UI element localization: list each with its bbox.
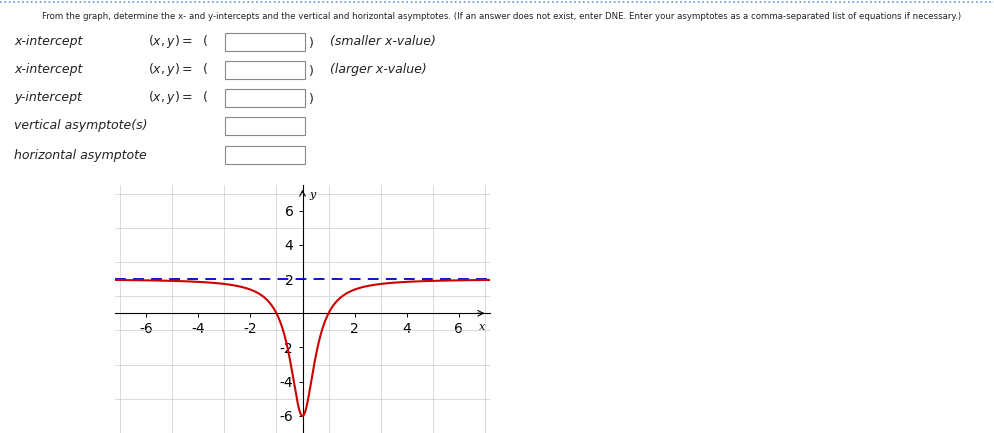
Text: $)$: $)$ — [308, 90, 314, 106]
Text: y-intercept: y-intercept — [14, 91, 82, 104]
Text: x-intercept: x-intercept — [14, 36, 83, 48]
FancyBboxPatch shape — [225, 146, 305, 164]
FancyBboxPatch shape — [225, 117, 305, 135]
FancyBboxPatch shape — [225, 61, 305, 79]
Text: $(x, y) =$  $($: $(x, y) =$ $($ — [148, 33, 208, 51]
Text: $)$: $)$ — [308, 62, 314, 78]
Text: x: x — [479, 322, 485, 332]
Text: vertical asymptote(s): vertical asymptote(s) — [14, 120, 147, 132]
FancyBboxPatch shape — [225, 33, 305, 51]
Text: $(x, y) =$  $($: $(x, y) =$ $($ — [148, 90, 208, 107]
FancyBboxPatch shape — [225, 89, 305, 107]
Text: horizontal asymptote: horizontal asymptote — [14, 149, 147, 162]
Text: x-intercept: x-intercept — [14, 64, 83, 77]
Text: From the graph, determine the x- and y-intercepts and the vertical and horizonta: From the graph, determine the x- and y-i… — [42, 12, 961, 21]
Text: (larger x-value): (larger x-value) — [330, 64, 426, 77]
Text: $(x, y) =$  $($: $(x, y) =$ $($ — [148, 61, 208, 78]
Text: $)$: $)$ — [308, 35, 314, 49]
Text: y: y — [309, 190, 315, 200]
Text: (smaller x-value): (smaller x-value) — [330, 36, 436, 48]
